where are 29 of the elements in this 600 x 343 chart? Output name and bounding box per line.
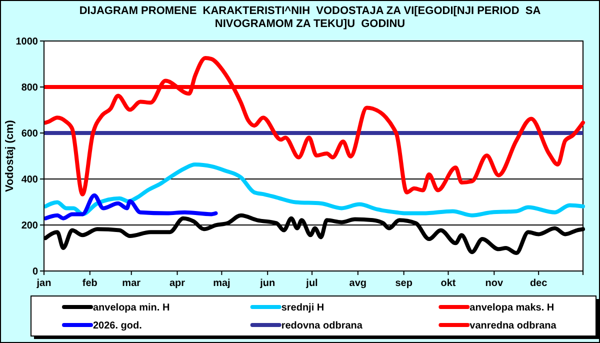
legend-label: 2026. god. [93,320,142,332]
x-tick-label: apr [169,278,186,289]
x-tick-label: jun [259,278,276,289]
x-tick-label: jul [305,278,318,289]
y-tick-label: 200 [21,220,38,232]
y-tick-label: 600 [21,128,38,140]
x-tick-label: maj [213,278,231,289]
legend-label: vanredna odbrana [470,320,557,332]
chart-title: DIJAGRAM PROMENE KARAKTERISTI^NIH VODOSTAJA ZA VI[EGODI[NJI PERIOD SA NIVOGRAMOM ZA TEKU]U GODINU [79,5,541,30]
legend-label: redovna odbrana [281,320,363,332]
x-tick-label: okt [440,278,456,289]
x-tick-label: dec [530,278,548,289]
legend-label: anvelopa maks. H [470,302,554,314]
x-tick-label: sep [395,278,412,289]
line-series [43,193,218,220]
y-tick-label: 1000 [16,36,38,48]
x-tick-label: mar [122,278,141,289]
y-tick-label: 800 [21,82,38,94]
y-tick-label: 400 [21,174,38,186]
y-tick-label: 0 [32,266,38,278]
y-axis-title: Vodostaj (cm) [4,120,16,192]
line-series [43,56,585,196]
x-tick-label: feb [82,278,98,289]
legend-label: srednji H [281,302,324,314]
x-tick-label: nov [485,278,504,289]
x-tick-label: avg [349,278,367,289]
legend-label: anvelopa min. H [93,302,170,314]
x-tick-label: jan [36,278,52,289]
line-series [43,162,585,218]
